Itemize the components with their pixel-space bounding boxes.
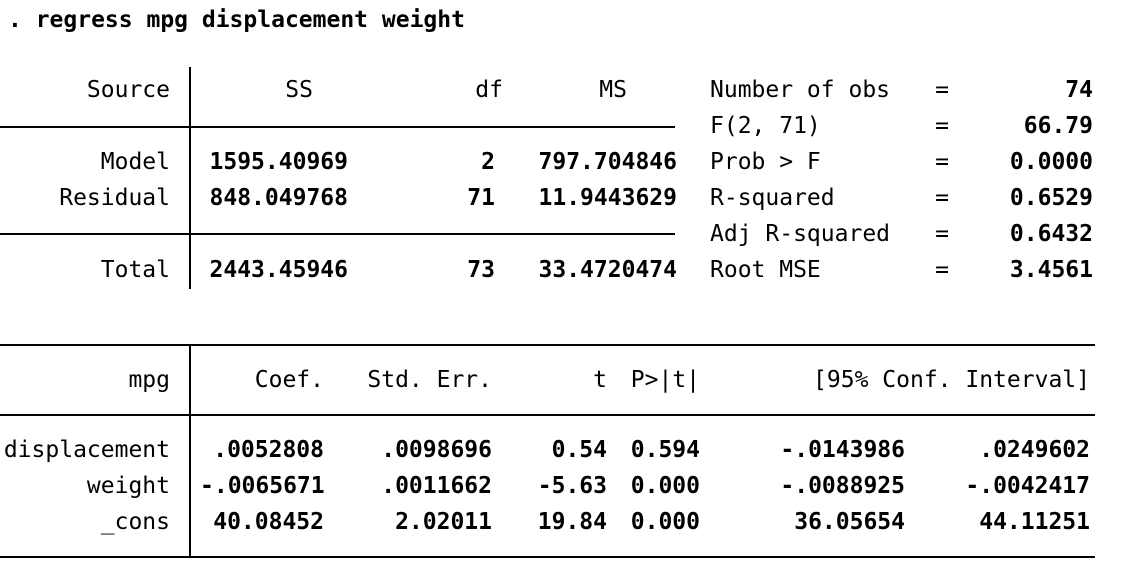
coef-row-displacement: displacement .0052808 .0098696 0.54 0.59… bbox=[0, 432, 1124, 468]
anova-header-row: Source SS df MS bbox=[0, 72, 1124, 108]
anova-model-ss: 1595.40969 bbox=[209, 149, 348, 175]
anova-residual-label: Residual bbox=[59, 185, 170, 211]
coef-header-stderr: Std. Err. bbox=[367, 367, 492, 393]
coef-vertical-divider bbox=[189, 344, 191, 558]
t-value: 0.54 bbox=[551, 437, 607, 463]
coef-header-row: mpg Coef. Std. Err. t P>|t| [95% Conf. I… bbox=[0, 362, 1124, 398]
p-value: 0.000 bbox=[630, 473, 700, 499]
anova-header-ms: MS bbox=[599, 77, 627, 103]
anova-total-ms: 33.4720474 bbox=[538, 257, 677, 283]
stat-value: 3.4561 bbox=[1009, 257, 1093, 283]
coef-row-weight: weight -.0065671 .0011662 -5.63 0.000 -.… bbox=[0, 468, 1124, 504]
t-value: 19.84 bbox=[537, 509, 607, 535]
anova-row-total: Total 2443.45946 73 33.4720474 bbox=[0, 252, 1124, 288]
coef-var-label: _cons bbox=[100, 509, 170, 535]
coef-header-p: P>|t| bbox=[630, 367, 700, 393]
coef-header-t: t bbox=[593, 367, 607, 393]
t-value: -5.63 bbox=[537, 473, 607, 499]
ci-lower: -.0143986 bbox=[780, 437, 905, 463]
anova-vertical-divider bbox=[189, 67, 191, 289]
stderr-value: .0098696 bbox=[381, 437, 492, 463]
coef-rule-middle bbox=[0, 414, 1095, 416]
anova-model-df: 2 bbox=[481, 149, 495, 175]
coef-header-depvar: mpg bbox=[128, 367, 170, 393]
equals-sign: = bbox=[935, 113, 949, 139]
equals-sign: = bbox=[935, 149, 949, 175]
anova-row-model: Model 1595.40969 2 797.704846 bbox=[0, 144, 1124, 180]
stat-value: 0.0000 bbox=[1009, 149, 1093, 175]
anova-residual-ss: 848.049768 bbox=[209, 185, 348, 211]
ci-lower: -.0088925 bbox=[780, 473, 905, 499]
ci-upper: -.0042417 bbox=[965, 473, 1090, 499]
stat-row-prob-f: Prob > F = 0.0000 bbox=[0, 144, 1124, 180]
equals-sign: = bbox=[935, 185, 949, 211]
stat-row-f: F(2, 71) = 66.79 bbox=[0, 108, 1124, 144]
coef-var-label: displacement bbox=[3, 437, 170, 463]
anova-header-ss: SS bbox=[285, 77, 313, 103]
stat-row-root-mse: Root MSE = 3.4561 bbox=[0, 252, 1124, 288]
anova-rule-top bbox=[0, 126, 675, 128]
anova-residual-df: 71 bbox=[467, 185, 495, 211]
coef-rule-bottom bbox=[0, 556, 1095, 558]
coef-header-coef: Coef. bbox=[254, 367, 324, 393]
stat-row-r-squared: R-squared = 0.6529 bbox=[0, 180, 1124, 216]
ci-lower: 36.05654 bbox=[794, 509, 905, 535]
coef-value: .0052808 bbox=[213, 437, 324, 463]
coef-rule-top bbox=[0, 344, 1095, 346]
coef-row-cons: _cons 40.08452 2.02011 19.84 0.000 36.05… bbox=[0, 504, 1124, 540]
p-value: 0.000 bbox=[630, 509, 700, 535]
stat-label: Prob > F bbox=[710, 149, 821, 175]
stat-label: Adj R-squared bbox=[710, 221, 891, 247]
equals-sign: = bbox=[935, 77, 949, 103]
anova-total-df: 73 bbox=[467, 257, 495, 283]
anova-total-ss: 2443.45946 bbox=[209, 257, 348, 283]
stat-label: F(2, 71) bbox=[710, 113, 821, 139]
command-line: . regress mpg displacement weight bbox=[8, 7, 465, 33]
anova-model-ms: 797.704846 bbox=[538, 149, 677, 175]
ci-upper: 44.11251 bbox=[979, 509, 1090, 535]
anova-model-label: Model bbox=[100, 149, 170, 175]
anova-row-residual: Residual 848.049768 71 11.9443629 bbox=[0, 180, 1124, 216]
ci-upper: .0249602 bbox=[979, 437, 1090, 463]
coef-value: -.0065671 bbox=[200, 473, 325, 499]
stat-value: 0.6529 bbox=[1009, 185, 1093, 211]
stat-label: Number of obs bbox=[710, 77, 891, 103]
equals-sign: = bbox=[935, 221, 949, 247]
anova-header-df: df bbox=[475, 77, 503, 103]
p-value: 0.594 bbox=[630, 437, 700, 463]
anova-total-label: Total bbox=[100, 257, 170, 283]
stat-label: R-squared bbox=[710, 185, 835, 211]
coef-header-ci: [95% Conf. Interval] bbox=[813, 367, 1090, 393]
coef-var-label: weight bbox=[86, 473, 170, 499]
anova-residual-ms: 11.9443629 bbox=[538, 185, 677, 211]
stat-row-number-of-obs: Number of obs = 74 bbox=[0, 72, 1124, 108]
stat-value: 66.79 bbox=[1023, 113, 1093, 139]
anova-header-source: Source bbox=[86, 77, 170, 103]
anova-rule-bottom bbox=[0, 233, 675, 235]
coef-value: 40.08452 bbox=[213, 509, 324, 535]
stderr-value: .0011662 bbox=[381, 473, 492, 499]
stat-value: 74 bbox=[1065, 77, 1093, 103]
stat-value: 0.6432 bbox=[1009, 221, 1093, 247]
stat-label: Root MSE bbox=[710, 257, 821, 283]
stat-row-adj-r-squared: Adj R-squared = 0.6432 bbox=[0, 216, 1124, 252]
equals-sign: = bbox=[935, 257, 949, 283]
stderr-value: 2.02011 bbox=[395, 509, 492, 535]
